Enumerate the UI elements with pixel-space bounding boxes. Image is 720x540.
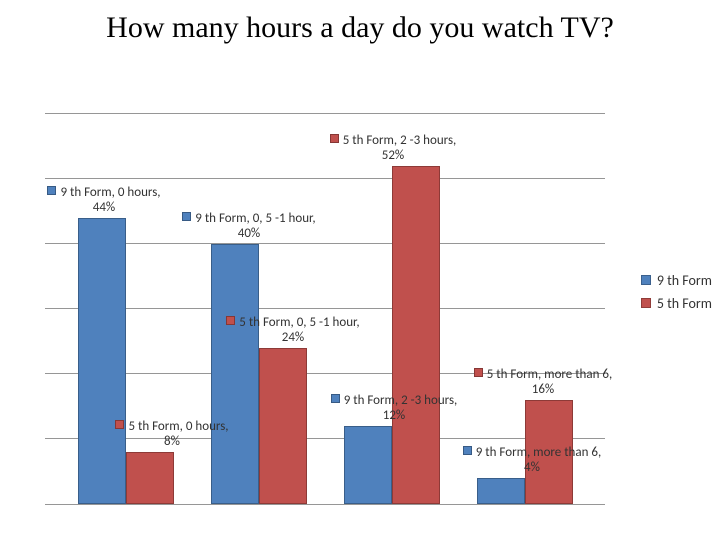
label-text: 12% — [383, 408, 405, 423]
label-text: 9 th Form, 2 -3 hours, — [344, 393, 458, 408]
square-marker-icon — [47, 186, 56, 195]
label-text: 9 th Form, more than 6, — [476, 445, 601, 460]
gridline — [45, 178, 605, 179]
slide: How many hours a day do you watch TV? — [0, 0, 720, 540]
label-text: 24% — [282, 330, 304, 345]
bar-5th-0hours — [126, 452, 174, 504]
label-9th-more6: 9 th Form, more than 6, 4% — [427, 446, 637, 476]
label-text: 9 th Form, 0 hours, — [60, 185, 160, 200]
gridline — [45, 243, 605, 244]
square-marker-icon — [226, 316, 235, 325]
legend-label: 9 th Form — [657, 272, 712, 289]
label-5th-05-1: 5 th Form, 0, 5 -1 hour, 24% — [193, 316, 393, 346]
square-marker-icon — [474, 368, 483, 377]
label-5th-0hours: 5 th Form, 0 hours, 8% — [87, 420, 257, 450]
label-text: 40% — [238, 226, 260, 241]
square-marker-icon — [331, 394, 340, 403]
square-marker-icon — [641, 275, 651, 285]
bar-9th-more6 — [477, 478, 525, 504]
bar-9th-0hours — [78, 218, 126, 504]
bar-9th-2-3hours — [344, 426, 392, 504]
chart-area: 9 th Form, 0 hours, 44% 5 th Form, 0 hou… — [45, 115, 605, 505]
chart-title: How many hours a day do you watch TV? — [0, 10, 720, 46]
label-text: 5 th Form, 2 -3 hours, — [343, 133, 457, 148]
bar-9th-05-1hour — [211, 244, 259, 504]
plot-area: 9 th Form, 0 hours, 44% 5 th Form, 0 hou… — [45, 115, 605, 505]
label-text: 52% — [382, 148, 404, 163]
square-marker-icon — [182, 212, 191, 221]
label-5th-more6: 5 th Form, more than 6, 16% — [443, 368, 643, 398]
legend: 9 th Form 5 th Form — [641, 266, 712, 318]
legend-item-5th: 5 th Form — [641, 295, 712, 312]
label-text: 5 th Form, 0 hours, — [128, 419, 228, 434]
label-text: 44% — [93, 200, 115, 215]
label-text: 9 th Form, 0, 5 -1 hour, — [195, 211, 315, 226]
label-9th-05-1: 9 th Form, 0, 5 -1 hour, 40% — [149, 212, 349, 242]
label-5th-2-3: 5 th Form, 2 -3 hours, 52% — [293, 134, 493, 164]
square-marker-icon — [330, 134, 339, 143]
label-text: 5 th Form, 0, 5 -1 hour, — [239, 315, 359, 330]
gridline — [45, 113, 605, 114]
legend-item-9th: 9 th Form — [641, 272, 712, 289]
label-text: 16% — [532, 382, 554, 397]
label-text: 8% — [164, 434, 180, 449]
legend-label: 5 th Form — [657, 295, 712, 312]
label-text: 5 th Form, more than 6, — [487, 367, 612, 382]
label-text: 4% — [524, 460, 540, 475]
gridline — [45, 308, 605, 309]
bar-5th-05-1hour — [259, 348, 307, 504]
square-marker-icon — [641, 298, 651, 308]
square-marker-icon — [463, 446, 472, 455]
square-marker-icon — [115, 420, 124, 429]
label-9th-2-3: 9 th Form, 2 -3 hours, 12% — [299, 394, 489, 424]
